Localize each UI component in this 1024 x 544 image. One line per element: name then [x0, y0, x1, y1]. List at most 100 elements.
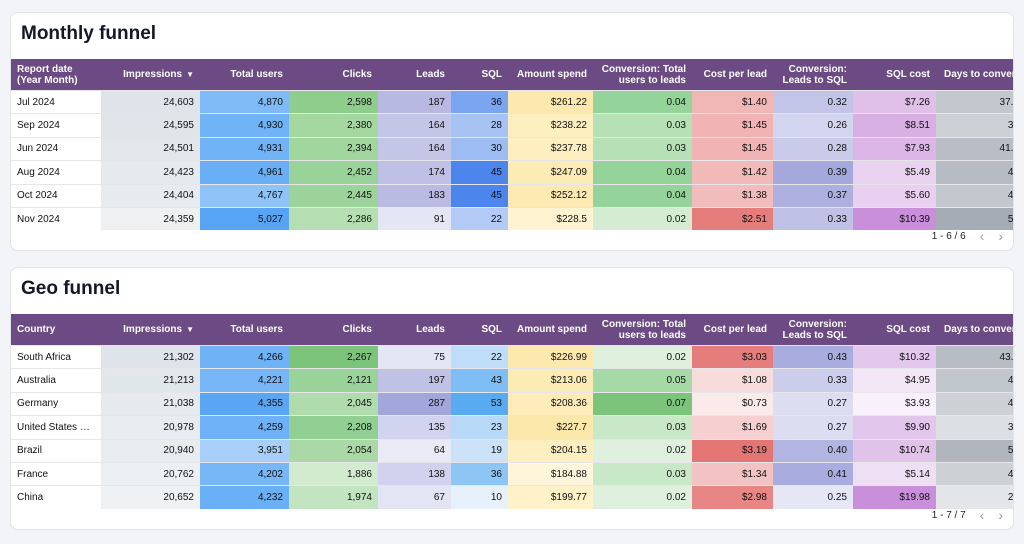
row-label-cell: Germany — [11, 391, 101, 416]
column-header-conversion-leads-to-sql[interactable]: Conversion: Leads to SQL — [773, 314, 853, 346]
column-header-days-to-convert[interactable]: Days to convert — [936, 59, 1013, 91]
column-header-cost-per-lead[interactable]: Cost per lead — [692, 314, 773, 346]
cell-total-users: 4,931 — [200, 136, 289, 161]
column-header-clicks[interactable]: Clicks — [289, 59, 378, 91]
pager-range: 1 - 7 / 7 — [931, 509, 966, 521]
column-header-sql-cost[interactable]: SQL cost — [853, 59, 936, 91]
table-row[interactable]: Germany 21,038 4,355 2,045 287 53 $208.36 0.07 $… — [11, 391, 1013, 416]
cell-impressions: 24,404 — [101, 183, 200, 208]
table-row[interactable]: Nov 2024 24,359 5,027 2,286 91 22 $228.5 0.02 $2… — [11, 206, 1013, 231]
cell-sql: 43 — [451, 368, 508, 393]
column-header-clicks[interactable]: Clicks — [289, 314, 378, 346]
table-row[interactable]: France 20,762 4,202 1,886 138 36 $184.88 0.03 $1… — [11, 461, 1013, 486]
chevron-right-icon[interactable]: › — [998, 507, 1003, 523]
table-row[interactable]: Aug 2024 24,423 4,961 2,452 174 45 $247.09 0.04… — [11, 160, 1013, 185]
column-header-report-date-year-month[interactable]: Report date (Year Month) — [11, 59, 101, 91]
column-header-label: Total users — [230, 324, 283, 335]
cell-cost-per-lead: $1.69 — [692, 415, 773, 440]
cell-amount-spend: $226.99 — [508, 344, 593, 369]
cell-total-users: 5,027 — [200, 206, 289, 231]
column-header-total-users[interactable]: Total users — [200, 59, 289, 91]
column-header-amount-spend[interactable]: Amount spend — [508, 59, 593, 91]
column-header-conversion-leads-to-sql[interactable]: Conversion: Leads to SQL — [773, 59, 853, 91]
table-row[interactable]: South Africa 21,302 4,266 2,267 75 22 $226.99 0… — [11, 344, 1013, 369]
row-label-cell: Sep 2024 — [11, 113, 101, 138]
cell-sql-cost: $8.51 — [853, 113, 936, 138]
cell-leads: 64 — [378, 438, 451, 463]
cell-days-to-convert: 41.5 — [936, 136, 1013, 161]
cell-leads: 287 — [378, 391, 451, 416]
cell-cost-per-lead: $1.08 — [692, 368, 773, 393]
cell-cost-per-lead: $1.45 — [692, 136, 773, 161]
chevron-left-icon[interactable]: ‹ — [979, 507, 985, 523]
cell-conversion-total-users-to-leads: 0.03 — [593, 415, 692, 440]
table-row[interactable]: Oct 2024 24,404 4,767 2,445 183 45 $252.12 0.04… — [11, 183, 1013, 208]
column-header-conversion-total-users-to-leads[interactable]: Conversion: Total users to leads — [593, 59, 692, 91]
row-label-cell: Jun 2024 — [11, 136, 101, 161]
cell-impressions: 24,595 — [101, 113, 200, 138]
cell-sql: 28 — [451, 113, 508, 138]
header-row: Country Impressions ▼ Total users Clicks Lead… — [11, 314, 1014, 346]
sort-desc-icon[interactable]: ▼ — [186, 325, 194, 334]
cell-clicks: 2,598 — [289, 89, 378, 114]
column-header-label: Country — [17, 324, 56, 335]
cell-amount-spend: $199.77 — [508, 485, 593, 509]
cell-sql: 45 — [451, 160, 508, 185]
cell-sql-cost: $10.39 — [853, 206, 936, 231]
column-header-cost-per-lead[interactable]: Cost per lead — [692, 59, 773, 91]
cell-leads: 183 — [378, 183, 451, 208]
column-header-days-to-convert[interactable]: Days to convert — [936, 314, 1014, 346]
column-header-leads[interactable]: Leads — [378, 314, 451, 346]
column-header-total-users[interactable]: Total users — [200, 314, 289, 346]
column-header-country[interactable]: Country — [11, 314, 101, 346]
column-header-leads[interactable]: Leads — [378, 59, 451, 91]
column-header-label: SQL — [481, 324, 502, 335]
sort-desc-icon[interactable]: ▼ — [186, 70, 194, 79]
column-header-label: Conversion: Total users to leads — [601, 318, 686, 341]
cell-days-to-convert: 42 — [936, 160, 1013, 185]
cell-total-users: 4,355 — [200, 391, 289, 416]
table-row[interactable]: Jul 2024 24,603 4,870 2,598 187 36 $261.22 0.04… — [11, 89, 1013, 114]
column-header-label: Impressions — [123, 69, 183, 80]
cell-amount-spend: $204.15 — [508, 438, 593, 463]
cell-conversion-total-users-to-leads: 0.07 — [593, 391, 692, 416]
cell-sql-cost: $4.95 — [853, 368, 936, 393]
cell-leads: 75 — [378, 344, 451, 369]
cell-cost-per-lead: $1.42 — [692, 160, 773, 185]
cell-conversion-total-users-to-leads: 0.02 — [593, 344, 692, 369]
column-header-impressions[interactable]: Impressions ▼ — [101, 59, 200, 91]
cell-impressions: 24,423 — [101, 160, 200, 185]
column-header-label: SQL cost — [886, 69, 930, 80]
cell-cost-per-lead: $1.34 — [692, 461, 773, 486]
table-row[interactable]: Sep 2024 24,595 4,930 2,380 164 28 $238.22 0.03… — [11, 113, 1013, 138]
cell-amount-spend: $247.09 — [508, 160, 593, 185]
cell-sql-cost: $5.60 — [853, 183, 936, 208]
cell-conversion-total-users-to-leads: 0.05 — [593, 368, 692, 393]
chevron-left-icon[interactable]: ‹ — [979, 228, 985, 244]
table-row[interactable]: Brazil 20,940 3,951 2,054 64 19 $204.15 0.02 $3.… — [11, 438, 1013, 463]
column-header-sql[interactable]: SQL — [451, 59, 508, 91]
table-row[interactable]: Jun 2024 24,501 4,931 2,394 164 30 $237.78 0.03… — [11, 136, 1013, 161]
table-row[interactable]: Australia 21,213 4,221 2,121 197 43 $213.06 0.0… — [11, 368, 1013, 393]
column-header-sql[interactable]: SQL — [451, 314, 508, 346]
cell-conversion-leads-to-sql: 0.33 — [773, 206, 853, 231]
geo-pager: 1 - 7 / 7 ‹ › — [931, 507, 1003, 523]
table-row[interactable]: United States of ... 20,978 4,259 2,208 135 2… — [11, 415, 1013, 440]
cell-sql: 19 — [451, 438, 508, 463]
cell-impressions: 21,302 — [101, 344, 200, 369]
column-header-amount-spend[interactable]: Amount spend — [508, 314, 593, 346]
column-header-conversion-total-users-to-leads[interactable]: Conversion: Total users to leads — [593, 314, 692, 346]
column-header-label: Leads — [416, 69, 445, 80]
geo-funnel-title: Geo funnel — [21, 278, 121, 299]
cell-amount-spend: $261.22 — [508, 89, 593, 114]
column-header-label: Clicks — [342, 69, 372, 80]
row-label-cell: South Africa — [11, 344, 101, 369]
column-header-label: Days to convert — [943, 324, 1014, 335]
chevron-right-icon[interactable]: › — [998, 228, 1003, 244]
cell-sql: 23 — [451, 415, 508, 440]
table-row[interactable]: China 20,652 4,232 1,974 67 10 $199.77 0.02 $2.9… — [11, 485, 1013, 509]
column-header-sql-cost[interactable]: SQL cost — [853, 314, 936, 346]
cell-total-users: 4,930 — [200, 113, 289, 138]
cell-clicks: 2,445 — [289, 183, 378, 208]
column-header-impressions[interactable]: Impressions ▼ — [101, 314, 200, 346]
